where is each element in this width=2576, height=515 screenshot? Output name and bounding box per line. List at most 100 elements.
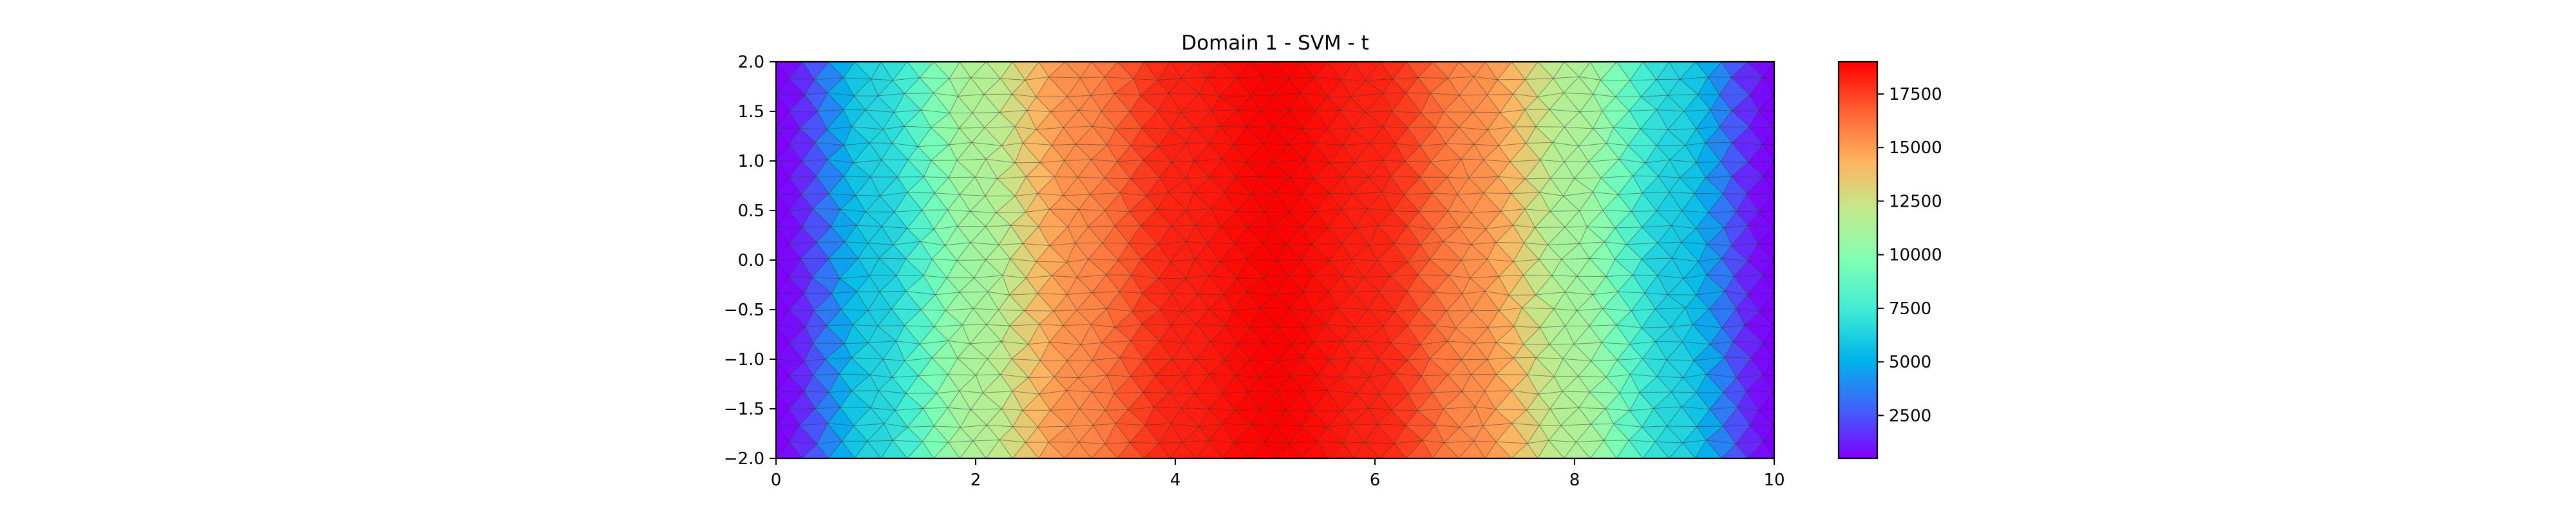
- mesh-triangle: [1539, 408, 1562, 426]
- mesh-triangle: [1066, 424, 1094, 443]
- colorbar-tick-label: 17500: [1889, 85, 1942, 104]
- mesh-triangle: [799, 423, 829, 445]
- mesh-triangle: [1757, 226, 1774, 244]
- mesh-triangle: [830, 209, 857, 227]
- mesh-triangle: [1762, 127, 1774, 145]
- mesh-triangle: [802, 62, 829, 80]
- mesh-triangle: [1640, 95, 1669, 111]
- mesh-triangle: [1383, 143, 1406, 162]
- mesh-triangle: [1233, 424, 1266, 444]
- mesh-triangle: [1628, 440, 1656, 458]
- colorbar-tick-label: 10000: [1889, 246, 1942, 265]
- mesh-triangle: [1430, 143, 1463, 162]
- mesh-triangle: [1406, 259, 1431, 276]
- mesh-triangle: [933, 209, 958, 230]
- mesh-triangle: [907, 407, 935, 427]
- mesh-triangle: [1458, 62, 1486, 77]
- mesh-triangle: [1539, 424, 1562, 441]
- mesh-triangle: [1377, 358, 1408, 375]
- mesh-triangle: [1484, 290, 1510, 312]
- mesh-triangle: [877, 93, 905, 113]
- mesh-triangle: [1377, 210, 1408, 227]
- mesh-triangle: [788, 227, 817, 244]
- mesh-triangle: [1589, 62, 1617, 81]
- mesh-triangle: [1353, 142, 1384, 163]
- mesh-triangle: [1459, 94, 1488, 113]
- mesh-triangle: [1709, 290, 1738, 310]
- mesh-triangle: [975, 374, 1001, 394]
- mesh-triangle: [1104, 160, 1132, 180]
- mesh-triangle: [1406, 344, 1431, 360]
- mesh-triangle: [1681, 324, 1711, 345]
- mesh-triangle: [1639, 128, 1669, 146]
- mesh-triangle: [1408, 391, 1434, 411]
- mesh-triangle: [1640, 109, 1669, 130]
- mesh-triangle: [788, 78, 815, 95]
- mesh-triangle: [1405, 409, 1436, 426]
- mesh-triangle: [1113, 93, 1142, 113]
- mesh-triangle: [1446, 293, 1473, 312]
- mesh-triangle: [1194, 359, 1226, 375]
- mesh-triangle: [1696, 426, 1725, 441]
- mesh-triangle: [1248, 62, 1276, 77]
- mesh-triangle: [1159, 309, 1183, 326]
- mesh-triangle: [1641, 210, 1672, 228]
- mesh-triangle: [1113, 391, 1144, 410]
- mesh-triangle: [1642, 62, 1670, 80]
- colorbar-tick-label: 2500: [1889, 406, 1931, 426]
- mesh-triangle: [907, 441, 934, 458]
- mesh-triangle: [1589, 440, 1617, 458]
- mesh-triangle: [985, 244, 1011, 261]
- mesh-triangle: [1629, 327, 1656, 345]
- mesh-triangle: [776, 342, 806, 362]
- mesh-triangle: [828, 62, 856, 79]
- mesh-triangle: [1341, 259, 1365, 278]
- mesh-triangle: [1640, 79, 1669, 97]
- mesh-triangle: [1590, 342, 1618, 362]
- mesh-triangle: [776, 391, 806, 409]
- mesh-triangle: [827, 77, 855, 97]
- mesh-triangle: [1418, 292, 1448, 312]
- mesh-triangle: [1351, 191, 1383, 209]
- mesh-triangle: [1642, 191, 1671, 212]
- mesh-triangle: [1131, 258, 1160, 279]
- mesh-triangle: [1037, 209, 1069, 228]
- mesh-triangle: [1487, 112, 1515, 131]
- mesh-triangle: [878, 275, 907, 292]
- mesh-triangle: [1695, 227, 1725, 245]
- mesh-triangle: [800, 175, 829, 195]
- mesh-triangle: [1117, 159, 1144, 180]
- mesh-triangle: [1353, 62, 1381, 81]
- mesh-triangle: [1186, 160, 1211, 179]
- mesh-triangle: [1350, 259, 1378, 278]
- mesh-triangle: [1724, 341, 1752, 359]
- mesh-triangle: [881, 225, 908, 245]
- mesh-triangle: [1685, 307, 1710, 326]
- mesh-triangle: [1089, 177, 1121, 195]
- mesh-triangle: [776, 62, 803, 79]
- mesh-triangle: [788, 441, 818, 458]
- mesh-triangle: [1051, 275, 1078, 295]
- mesh-triangle: [1747, 62, 1774, 78]
- mesh-triangle: [1077, 176, 1106, 195]
- mesh-triangle: [1089, 192, 1121, 211]
- mesh-triangle: [1117, 62, 1144, 80]
- mesh-triangle: [1301, 62, 1329, 78]
- mesh-triangle: [1484, 62, 1512, 80]
- mesh-triangle: [1421, 374, 1449, 393]
- mesh-triangle: [1511, 409, 1540, 426]
- mesh-triangle: [1706, 227, 1732, 247]
- mesh-triangle: [1224, 343, 1251, 361]
- mesh-triangle: [1048, 62, 1081, 79]
- mesh-triangle: [1461, 290, 1486, 312]
- mesh-triangle: [1642, 176, 1671, 194]
- mesh-triangle: [1035, 76, 1068, 97]
- mesh-triangle: [1289, 158, 1314, 179]
- mesh-triangle: [1245, 291, 1276, 309]
- mesh-triangle: [957, 77, 985, 97]
- mesh-triangle: [1535, 109, 1566, 127]
- mesh-triangle: [1116, 145, 1144, 162]
- mesh-triangle: [1127, 391, 1155, 410]
- x-tick-label: 2: [971, 471, 981, 490]
- mesh-triangle: [1350, 407, 1378, 425]
